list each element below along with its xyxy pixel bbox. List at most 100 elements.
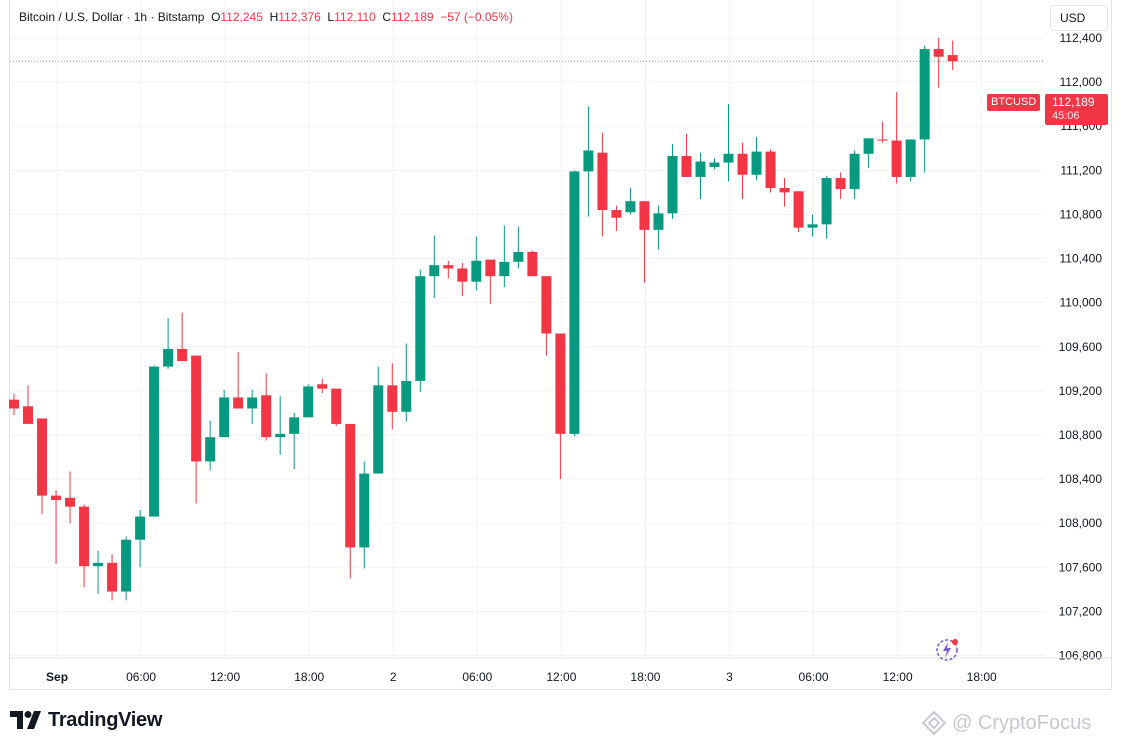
candle-body — [793, 191, 804, 228]
candle-body — [681, 155, 692, 177]
candle-body — [247, 397, 258, 409]
candle-body — [597, 152, 608, 211]
candle-body — [121, 539, 132, 592]
last-price-tag: 112,189 45:06 — [1045, 94, 1108, 125]
candle-body — [611, 210, 622, 218]
x-tick-label: 12:00 — [210, 670, 240, 684]
candlestick-chart[interactable]: 106,800 107,200 107,600 108,000 108,400 108,8… — [0, 0, 1123, 700]
candle-body — [51, 495, 62, 501]
candle-body — [807, 224, 818, 228]
x-tick-label: 18:00 — [967, 670, 997, 684]
y-tick-label: 108,000 — [1059, 516, 1103, 530]
candle-body — [639, 201, 650, 230]
candle-body — [93, 562, 104, 567]
x-tick-label: Sep — [46, 670, 68, 684]
x-tick-label: 18:00 — [294, 670, 324, 684]
x-tick-label: 3 — [726, 670, 733, 684]
watermark-logo-icon — [922, 711, 946, 735]
candle-body — [849, 153, 860, 190]
close-value: 112,189 — [391, 10, 434, 24]
candle-body — [303, 386, 314, 418]
open-label: O — [211, 10, 221, 24]
low-label: L — [327, 10, 335, 24]
candle-body — [471, 260, 482, 282]
candle-body — [135, 516, 146, 540]
candle-body — [541, 276, 552, 334]
x-tick-label: 06:00 — [799, 670, 829, 684]
y-tick-label: 112,800 — [1060, 0, 1103, 1]
candle-body — [933, 49, 944, 57]
high-label: H — [269, 10, 279, 24]
candle-body — [499, 261, 510, 277]
close-label: C — [382, 10, 392, 24]
candle-body — [569, 171, 580, 434]
candle-body — [23, 406, 34, 424]
low-value: 112,110 — [334, 10, 376, 24]
candle-body — [863, 138, 874, 154]
candle-body — [359, 473, 370, 548]
candle-body — [877, 139, 888, 141]
y-tick-label: 109,600 — [1059, 340, 1103, 354]
candle-body — [905, 139, 916, 177]
ohlc-legend: Bitcoin / U.S. Dollar · 1h · Bitstamp O1… — [19, 10, 513, 24]
y-tick-label: 110,800 — [1060, 207, 1103, 221]
candle-body — [219, 397, 230, 438]
lightning-icon[interactable] — [933, 636, 961, 664]
candle-body — [163, 348, 174, 367]
chart-frame — [9, 0, 1112, 690]
candle-body — [191, 355, 202, 462]
candle-body — [779, 187, 790, 193]
y-tick-label: 107,600 — [1059, 560, 1103, 574]
candle-body — [709, 162, 720, 168]
candle-body — [205, 437, 216, 462]
candle-body — [65, 497, 76, 507]
y-tick-label: 107,200 — [1059, 604, 1103, 618]
candle-body — [821, 178, 832, 225]
candle-body — [79, 506, 90, 567]
x-tick-label: 06:00 — [462, 670, 492, 684]
candle-body — [527, 251, 538, 277]
x-tick-label: 2 — [390, 670, 397, 684]
candle-body — [317, 384, 328, 389]
symbol-price-tag: BTCUSD — [987, 94, 1041, 111]
candle-body — [653, 213, 664, 230]
candle-body — [765, 151, 776, 188]
candle-body — [513, 251, 524, 262]
candle-body — [667, 155, 678, 214]
watermark: @ CryptoFocus — [922, 708, 1091, 738]
candle-body — [149, 366, 160, 517]
candle-body — [695, 161, 706, 177]
change-value: −57 (−0.05%) — [440, 10, 513, 24]
candle-body — [233, 397, 244, 409]
candle-body — [107, 562, 118, 592]
bar-countdown: 45:06 — [1052, 110, 1080, 122]
x-tick-label: 12:00 — [883, 670, 913, 684]
candle-body — [261, 395, 272, 438]
candle-body — [737, 153, 748, 175]
tradingview-logo-icon — [10, 711, 41, 729]
tradingview-logo[interactable]: TradingView — [10, 708, 162, 732]
last-price-value: 112,189 — [1052, 95, 1095, 109]
candle-body — [429, 265, 440, 277]
y-tick-label: 112,400 — [1060, 31, 1103, 45]
candle-body — [443, 265, 454, 269]
candle-body — [583, 150, 594, 172]
candle-body — [891, 140, 902, 177]
tradingview-logo-text: TradingView — [48, 708, 163, 731]
candle-body — [177, 348, 188, 362]
candle-body — [457, 268, 468, 282]
y-tick-label: 112,000 — [1060, 75, 1103, 89]
watermark-text: @ CryptoFocus — [952, 711, 1092, 734]
x-tick-label: 06:00 — [126, 670, 156, 684]
candle-body — [555, 333, 566, 434]
y-tick-label: 110,400 — [1060, 252, 1103, 266]
candle-body — [723, 153, 734, 163]
candle-body — [919, 49, 930, 140]
candle-body — [345, 423, 356, 548]
candle-body — [485, 259, 496, 277]
y-tick-label: 109,200 — [1059, 384, 1103, 398]
currency-button[interactable]: USD — [1050, 5, 1108, 31]
candle-body — [9, 399, 19, 409]
y-tick-label: 108,400 — [1059, 472, 1103, 486]
candle-body — [751, 151, 762, 175]
